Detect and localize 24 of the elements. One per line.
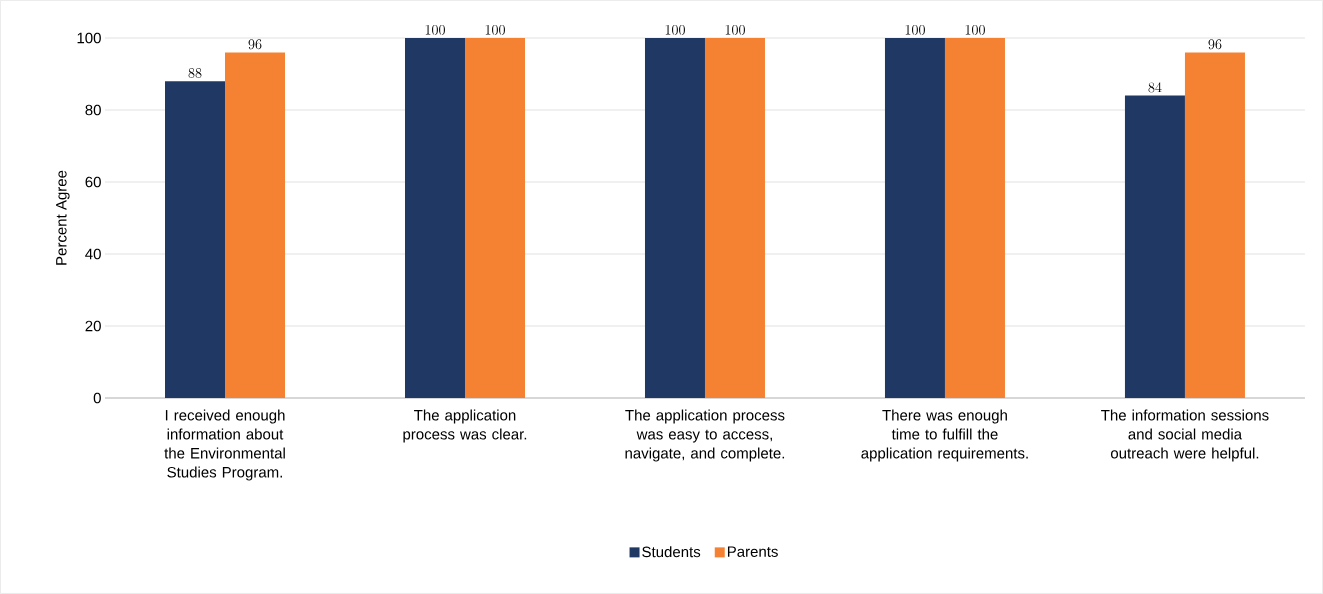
data-label: 100 [905, 24, 925, 35]
legend-label: Students [642, 546, 701, 558]
x-tick-label: The application process was clear. [403, 409, 527, 443]
x-tick-label: There was enough time to fulfill the application requirements. [861, 409, 1028, 462]
y-tick-label: 100 [77, 32, 101, 44]
legend-label: Parents [727, 546, 778, 557]
y-axis-title: Percent Agree [56, 170, 70, 265]
x-tick-label: The information sessions and social media outreach were helpful. [1101, 409, 1269, 462]
data-label: 96 [1208, 39, 1222, 50]
y-tick-label: 60 [85, 176, 101, 188]
data-label: 100 [425, 24, 445, 35]
data-label: 100 [485, 24, 505, 35]
x-tick-label: The application process was easy to access, navigate, and complete. [625, 409, 785, 462]
data-label: 100 [665, 24, 685, 35]
y-tick-label: 80 [85, 104, 101, 116]
data-label: 96 [248, 39, 262, 50]
data-label: 88 [188, 68, 202, 78]
y-tick-label: 0 [93, 392, 101, 404]
x-tick-label: I received enough information about the Environmental Studies Program. [164, 409, 285, 481]
data-label: 100 [965, 24, 985, 35]
data-label: 100 [725, 24, 745, 35]
data-label: 84 [1148, 82, 1162, 93]
y-tick-label: 40 [85, 248, 101, 260]
y-tick-label: 20 [85, 320, 101, 332]
